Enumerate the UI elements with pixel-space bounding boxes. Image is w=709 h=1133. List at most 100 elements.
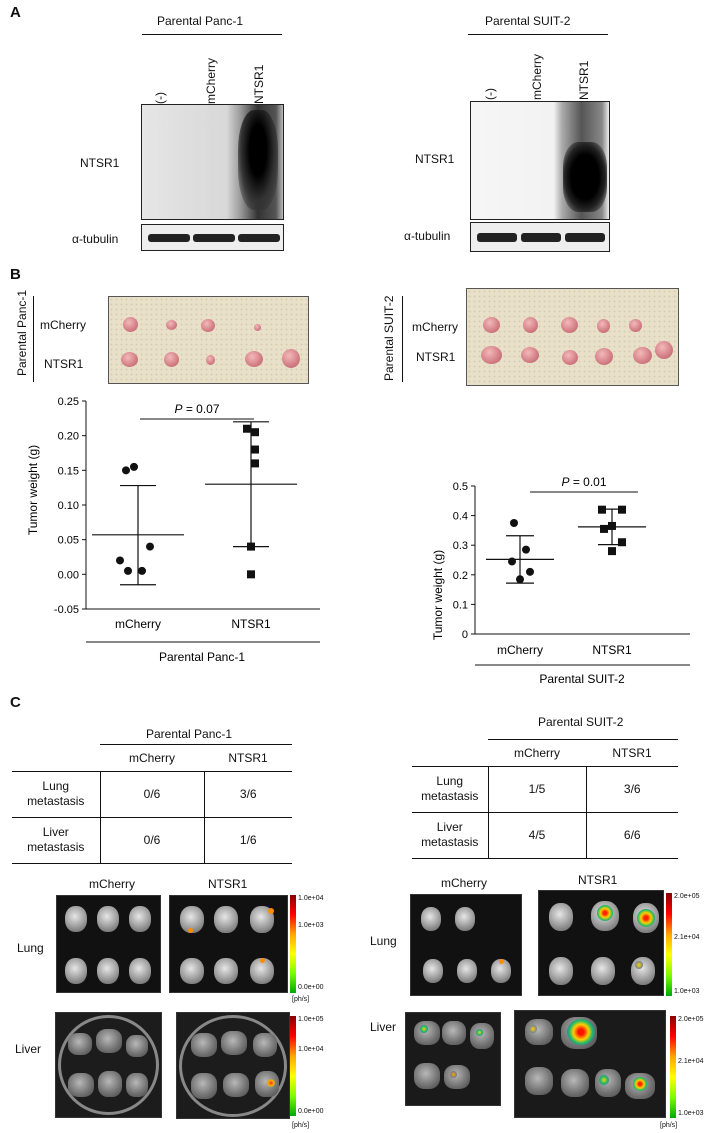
lung-organ bbox=[97, 958, 119, 984]
table-cell: 0/6 bbox=[100, 816, 205, 864]
liver-organ bbox=[191, 1033, 217, 1057]
x-tick-label: NTSR1 bbox=[592, 643, 632, 657]
panel-label-a: A bbox=[10, 4, 21, 21]
signal-spot bbox=[637, 909, 655, 927]
colorbar-tick: 1.0e+04 bbox=[298, 895, 324, 902]
col-header: mCherry bbox=[100, 744, 204, 771]
signal-spot bbox=[529, 1025, 537, 1033]
y-tick-label: 0.05 bbox=[58, 535, 79, 547]
p-value-annotation: P = 0.07 bbox=[174, 402, 219, 416]
y-tick-label: 0.25 bbox=[58, 396, 79, 408]
liver-organ bbox=[126, 1073, 148, 1097]
imaging-col-label: NTSR1 bbox=[578, 873, 618, 887]
blot-row-label: NTSR1 bbox=[415, 152, 455, 166]
row-header-line1: Lung bbox=[436, 774, 464, 788]
row-header: Lung metastasis bbox=[412, 765, 489, 812]
lung-organ bbox=[65, 958, 87, 984]
tumor bbox=[481, 346, 502, 364]
lung-organ bbox=[214, 906, 238, 933]
lung-image-panc1-mcherry bbox=[56, 895, 161, 993]
table-title: Parental Panc-1 bbox=[146, 727, 233, 741]
tubulin-band bbox=[565, 233, 605, 242]
tumor bbox=[166, 320, 177, 330]
lung-image-suit2-mcherry bbox=[410, 894, 522, 996]
tumor bbox=[483, 317, 500, 333]
y-ticks: -0.05 0.00 0.05 0.10 0.15 0.20 0.25 bbox=[54, 396, 86, 616]
p-value-annotation: P = 0.01 bbox=[561, 475, 606, 489]
signal-spot bbox=[633, 1077, 647, 1091]
data-point bbox=[508, 557, 516, 566]
data-point bbox=[243, 424, 251, 433]
imaging-row-label: Lung bbox=[370, 934, 397, 948]
lung-organ bbox=[421, 907, 441, 931]
blot-row-label: α-tubulin bbox=[404, 229, 451, 243]
liver-organ bbox=[221, 1031, 247, 1055]
y-axis-label: Tumor weight (g) bbox=[431, 550, 445, 640]
tumor bbox=[521, 347, 539, 363]
y-tick-label: -0.05 bbox=[54, 604, 79, 616]
tumor-row-label: mCherry bbox=[40, 318, 87, 332]
x-axis-label: Parental Panc-1 bbox=[159, 650, 245, 664]
signal-spot bbox=[599, 1075, 609, 1085]
lane-label: NTSR1 bbox=[577, 60, 591, 100]
row-header-line2: metastasis bbox=[27, 840, 85, 854]
tumor bbox=[282, 349, 300, 368]
data-point bbox=[600, 524, 608, 533]
data-point bbox=[251, 445, 259, 454]
table-cell: 6/6 bbox=[586, 811, 678, 859]
data-point bbox=[510, 519, 518, 527]
tumor bbox=[597, 319, 610, 333]
tumor bbox=[164, 352, 179, 367]
y-tick-label: 0 bbox=[462, 629, 468, 641]
table-cell: 1/6 bbox=[204, 816, 292, 864]
colorbar-tick: 2.0e+05 bbox=[678, 1016, 704, 1023]
signal-spot bbox=[450, 1071, 457, 1078]
colorbar-tick: 1.0e+03 bbox=[298, 922, 324, 929]
lung-organ bbox=[491, 959, 511, 983]
table-cell: 3/6 bbox=[586, 765, 678, 812]
lane-label: NTSR1 bbox=[252, 64, 266, 104]
liver-image-suit2-ntsr1 bbox=[514, 1010, 666, 1118]
lane-label: (-) bbox=[483, 88, 497, 100]
liver-organ bbox=[98, 1071, 122, 1097]
panel-label-b: B bbox=[10, 266, 21, 283]
lung-image-panc1-ntsr1 bbox=[169, 895, 288, 993]
y-axis-label: Tumor weight (g) bbox=[26, 445, 40, 535]
tumor-photo-suit2 bbox=[466, 288, 679, 386]
row-header-line1: Lung bbox=[42, 779, 70, 793]
tumor bbox=[206, 355, 215, 365]
colorbar-tick: 0.0e+00 bbox=[298, 1108, 324, 1115]
liver-organ bbox=[223, 1073, 249, 1097]
liver-organ bbox=[253, 1033, 277, 1057]
data-point bbox=[122, 466, 130, 475]
liver-organ bbox=[442, 1021, 466, 1045]
tumor bbox=[633, 347, 652, 364]
colorbar-tick: 1.0e+03 bbox=[678, 1110, 704, 1117]
liver-organ bbox=[444, 1065, 470, 1089]
liver-organ bbox=[68, 1033, 92, 1055]
chart-left: Tumor weight (g) -0.05 0.00 0.05 0.10 0.15 0.… bbox=[26, 396, 320, 664]
data-point bbox=[146, 542, 154, 551]
lung-organ bbox=[129, 906, 151, 932]
x-tick-label: mCherry bbox=[497, 643, 543, 657]
tubulin-blot-suit2 bbox=[470, 222, 610, 252]
tumor bbox=[655, 341, 673, 359]
colorbar-tick: 2.1e+04 bbox=[674, 934, 700, 941]
data-point bbox=[251, 459, 259, 468]
blot-a-left-title-line bbox=[142, 34, 282, 35]
tumor bbox=[595, 348, 613, 365]
y-tick-label: 0.2 bbox=[453, 570, 468, 582]
lung-organ bbox=[97, 906, 119, 932]
tumor-side-label: Parental Panc-1 bbox=[15, 289, 29, 376]
colorbar bbox=[666, 893, 672, 996]
side-line bbox=[402, 296, 403, 382]
liver-organ bbox=[68, 1073, 94, 1097]
colorbar bbox=[290, 1016, 296, 1116]
colorbar-unit: [ph/s] bbox=[660, 1122, 678, 1129]
col-header: mCherry bbox=[488, 739, 586, 766]
tumor bbox=[201, 319, 215, 332]
signal-spot bbox=[499, 959, 504, 964]
table-cell: 4/5 bbox=[488, 811, 587, 859]
row-header: Liver metastasis bbox=[412, 811, 489, 859]
lung-organ bbox=[65, 906, 87, 932]
